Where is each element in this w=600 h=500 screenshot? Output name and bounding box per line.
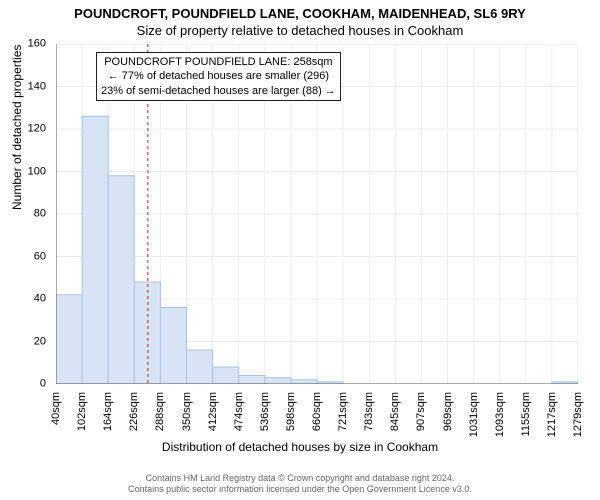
y-ticks: 020406080100120140160 — [0, 44, 52, 384]
attribution-line1: Contains HM Land Registry data © Crown c… — [0, 473, 600, 485]
x-tick-label: 40sqm — [50, 392, 62, 447]
x-tick-label: 1093sqm — [494, 392, 506, 447]
x-tick-label: 1031sqm — [468, 392, 480, 447]
x-tick-label: 845sqm — [389, 392, 401, 447]
y-tick-label: 60 — [6, 251, 46, 262]
x-tick-label: 598sqm — [285, 392, 297, 447]
y-tick-label: 80 — [6, 209, 46, 220]
x-tick-label: 226sqm — [128, 392, 140, 447]
y-tick-label: 140 — [6, 81, 46, 92]
y-tick-label: 0 — [6, 379, 46, 390]
annotation-line1: POUNDCROFT POUNDFIELD LANE: 258sqm — [101, 55, 336, 69]
y-tick-label: 40 — [6, 294, 46, 305]
chart-container: POUNDCROFT, POUNDFIELD LANE, COOKHAM, MA… — [0, 0, 600, 500]
page-title: POUNDCROFT, POUNDFIELD LANE, COOKHAM, MA… — [0, 0, 600, 21]
x-tick-label: 474sqm — [233, 392, 245, 447]
x-tick-label: 1155sqm — [520, 392, 532, 447]
y-tick-label: 100 — [6, 166, 46, 177]
x-tick-label: 102sqm — [76, 392, 88, 447]
x-tick-label: 783sqm — [363, 392, 375, 447]
y-tick-label: 160 — [6, 39, 46, 50]
x-tick-label: 412sqm — [207, 392, 219, 447]
y-tick-label: 20 — [6, 336, 46, 347]
x-ticks: 40sqm102sqm164sqm226sqm288sqm350sqm412sq… — [56, 386, 578, 441]
x-tick-label: 350sqm — [181, 392, 193, 447]
attribution: Contains HM Land Registry data © Crown c… — [0, 473, 600, 496]
x-tick-label: 969sqm — [442, 392, 454, 447]
annotation-line2: ← 77% of detached houses are smaller (29… — [101, 69, 336, 83]
x-tick-label: 660sqm — [311, 392, 323, 447]
plot-area: POUNDCROFT POUNDFIELD LANE: 258sqm ← 77%… — [56, 44, 578, 384]
x-tick-label: 1279sqm — [572, 392, 584, 447]
annotation-box: POUNDCROFT POUNDFIELD LANE: 258sqm ← 77%… — [96, 52, 341, 101]
x-tick-label: 721sqm — [337, 392, 349, 447]
x-tick-label: 536sqm — [259, 392, 271, 447]
x-tick-label: 288sqm — [154, 392, 166, 447]
x-tick-label: 164sqm — [102, 392, 114, 447]
y-tick-label: 120 — [6, 124, 46, 135]
x-tick-label: 907sqm — [415, 392, 427, 447]
x-tick-label: 1217sqm — [546, 392, 558, 447]
page-subtitle: Size of property relative to detached ho… — [0, 21, 600, 38]
x-axis-label: Distribution of detached houses by size … — [0, 440, 600, 454]
annotation-line3: 23% of semi-detached houses are larger (… — [101, 84, 336, 98]
attribution-line2: Contains public sector information licen… — [0, 484, 600, 496]
